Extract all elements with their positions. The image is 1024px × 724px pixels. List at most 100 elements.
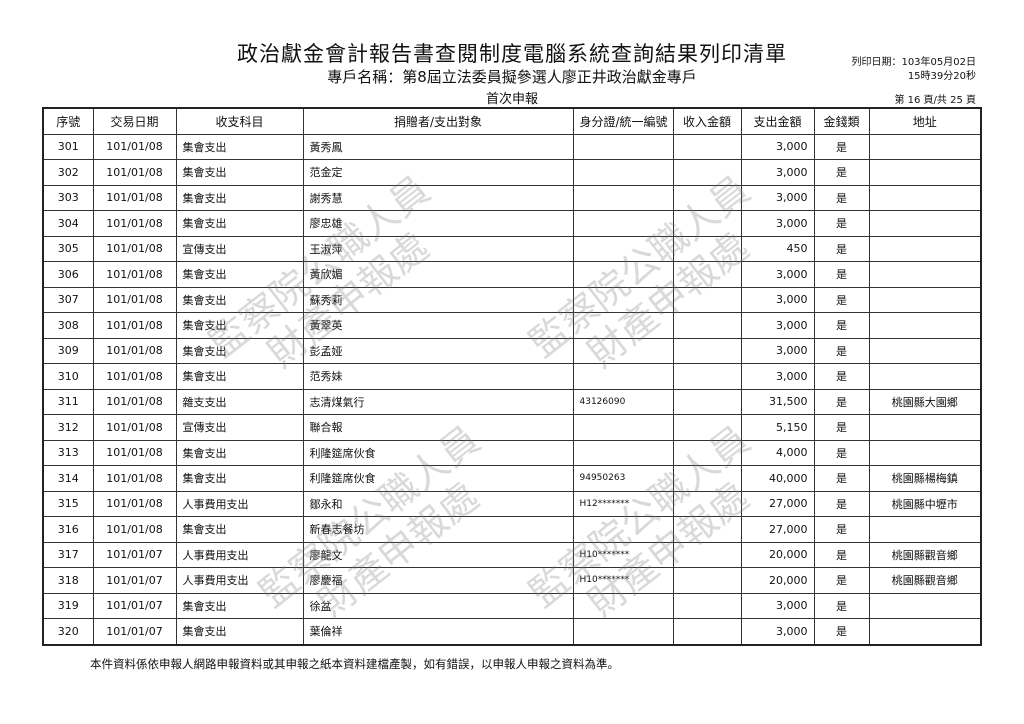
cell-counterparty: 志清煤氣行 (302, 388, 574, 415)
cell-income (672, 337, 742, 364)
cell-expense: 3,000 (740, 133, 815, 160)
cell-address (868, 210, 982, 237)
cell-seq: 310 (42, 363, 94, 390)
cell-date: 101/01/08 (92, 337, 177, 364)
cell-income (672, 465, 742, 492)
cell-cash: 是 (813, 235, 870, 262)
cell-seq: 311 (42, 388, 94, 415)
cell-seq: 306 (42, 261, 94, 288)
cell-id-number: 43126090 (572, 388, 674, 415)
cell-category: 集會支出 (175, 363, 304, 390)
cell-id-number (572, 363, 674, 390)
column-header-counterparty: 捐贈者/支出對象 (302, 107, 574, 135)
cell-seq: 312 (42, 414, 94, 441)
cell-address: 桃園縣大園鄉 (868, 388, 982, 415)
print-date: 列印日期：103年05月02日 (851, 57, 976, 68)
cell-expense: 3,000 (740, 261, 815, 288)
cell-counterparty: 廖慶福 (302, 567, 574, 594)
cell-counterparty: 黃翠英 (302, 312, 574, 339)
cell-income (672, 261, 742, 288)
cell-counterparty: 黃欣媚 (302, 261, 574, 288)
cell-id-number (572, 439, 674, 466)
cell-address (868, 516, 982, 543)
cell-address (868, 439, 982, 466)
cell-expense: 40,000 (740, 465, 815, 492)
cell-date: 101/01/08 (92, 133, 177, 160)
cell-seq: 313 (42, 439, 94, 466)
page-info: 第 16 頁/共 25 頁 (894, 95, 976, 106)
cell-seq: 303 (42, 184, 94, 211)
cell-seq: 318 (42, 567, 94, 594)
cell-cash: 是 (813, 414, 870, 441)
cell-expense: 20,000 (740, 541, 815, 568)
table-row: 302 101/01/08 集會支出 范金定 3,000 是 (42, 159, 982, 186)
cell-category: 宣傳支出 (175, 414, 304, 441)
cell-income (672, 184, 742, 211)
cell-counterparty: 利隆筵席伙食 (302, 439, 574, 466)
cell-counterparty: 葉倫祥 (302, 618, 574, 645)
cell-category: 集會支出 (175, 261, 304, 288)
cell-date: 101/01/08 (92, 439, 177, 466)
cell-address (868, 363, 982, 390)
cell-id-number: H12******* (572, 490, 674, 517)
cell-address (868, 592, 982, 619)
cell-category: 集會支出 (175, 465, 304, 492)
print-datetime: 列印日期：103年05月02日 15時39分20秒 (851, 56, 976, 84)
cell-counterparty: 鄒永和 (302, 490, 574, 517)
cell-address: 桃園縣觀音鄉 (868, 541, 982, 568)
table-row: 320 101/01/07 集會支出 葉倫祥 3,000 是 (42, 618, 982, 645)
cell-counterparty: 徐盆 (302, 592, 574, 619)
cell-date: 101/01/07 (92, 541, 177, 568)
cell-cash: 是 (813, 516, 870, 543)
cell-cash: 是 (813, 261, 870, 288)
cell-income (672, 414, 742, 441)
cell-cash: 是 (813, 363, 870, 390)
table-row: 307 101/01/08 集會支出 蘇秀莉 3,000 是 (42, 286, 982, 313)
cell-seq: 301 (42, 133, 94, 160)
cell-income (672, 541, 742, 568)
cell-category: 集會支出 (175, 516, 304, 543)
cell-category: 集會支出 (175, 286, 304, 313)
cell-category: 集會支出 (175, 159, 304, 186)
cell-seq: 302 (42, 159, 94, 186)
cell-seq: 319 (42, 592, 94, 619)
table-header-row: 序號 交易日期 收支科目 捐贈者/支出對象 身分證/統一編號 收入金額 支出金額 金錢類 地址 (42, 107, 982, 135)
cell-counterparty: 蘇秀莉 (302, 286, 574, 313)
cell-address (868, 337, 982, 364)
cell-counterparty: 范秀妹 (302, 363, 574, 390)
cell-income (672, 567, 742, 594)
cell-date: 101/01/07 (92, 567, 177, 594)
column-header-seq: 序號 (42, 107, 94, 135)
cell-counterparty: 聯合報 (302, 414, 574, 441)
table-row: 314 101/01/08 集會支出 利隆筵席伙食 94950263 40,000 是桃園縣… (42, 465, 982, 492)
cell-seq: 316 (42, 516, 94, 543)
cell-address (868, 261, 982, 288)
column-header-expense: 支出金額 (740, 107, 815, 135)
cell-counterparty: 廖龍文 (302, 541, 574, 568)
document-title: 政治獻金會計報告書查閱制度電腦系統查詢結果列印清單 (237, 42, 787, 66)
cell-counterparty: 新春志餐坊 (302, 516, 574, 543)
cell-category: 集會支出 (175, 618, 304, 645)
column-header-income: 收入金額 (672, 107, 742, 135)
cell-counterparty: 廖忠雄 (302, 210, 574, 237)
cell-income (672, 439, 742, 466)
cell-cash: 是 (813, 286, 870, 313)
cell-income (672, 592, 742, 619)
table-row: 312 101/01/08 宣傳支出 聯合報 5,150 是 (42, 414, 982, 441)
column-header-cash: 金錢類 (813, 107, 870, 135)
cell-address (868, 184, 982, 211)
cell-category: 人事費用支出 (175, 490, 304, 517)
table-row: 306 101/01/08 集會支出 黃欣媚 3,000 是 (42, 261, 982, 288)
table-row: 303 101/01/08 集會支出 謝秀慧 3,000 是 (42, 184, 982, 211)
cell-expense: 27,000 (740, 490, 815, 517)
cell-date: 101/01/08 (92, 261, 177, 288)
cell-address: 桃園縣中壢市 (868, 490, 982, 517)
cell-date: 101/01/08 (92, 235, 177, 262)
cell-expense: 4,000 (740, 439, 815, 466)
cell-expense: 5,150 (740, 414, 815, 441)
cell-income (672, 286, 742, 313)
cell-address (868, 618, 982, 645)
cell-date: 101/01/08 (92, 388, 177, 415)
cell-id-number (572, 516, 674, 543)
cell-cash: 是 (813, 337, 870, 364)
